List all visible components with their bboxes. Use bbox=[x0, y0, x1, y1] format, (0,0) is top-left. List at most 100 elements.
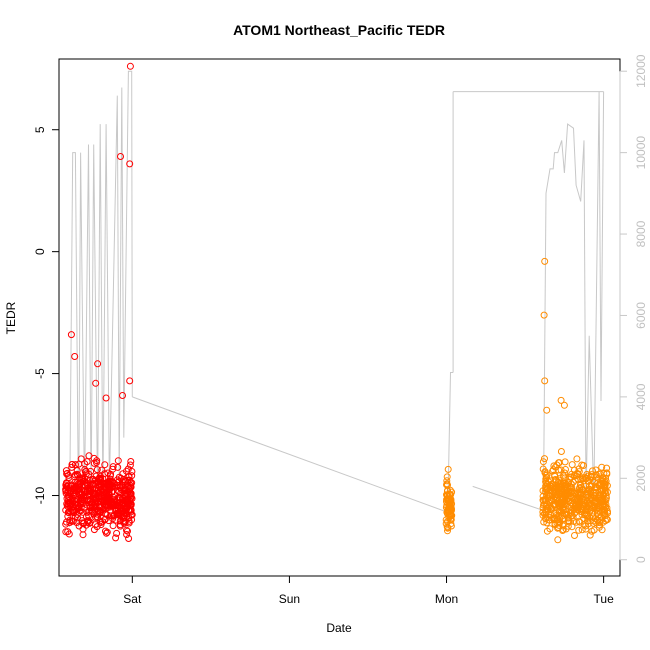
data-point bbox=[549, 466, 557, 474]
data-point bbox=[444, 524, 452, 532]
data-point bbox=[601, 517, 609, 525]
data-point bbox=[109, 522, 117, 530]
data-point bbox=[444, 527, 451, 535]
data-point bbox=[116, 484, 124, 492]
data-point bbox=[556, 474, 564, 482]
data-point bbox=[573, 455, 581, 463]
data-point bbox=[126, 461, 134, 469]
data-point bbox=[65, 530, 73, 538]
data-point bbox=[120, 491, 128, 499]
data-point bbox=[562, 484, 570, 492]
data-point bbox=[595, 511, 602, 519]
data-point bbox=[575, 468, 583, 476]
data-point bbox=[592, 471, 600, 479]
data-point bbox=[541, 455, 548, 463]
data-point bbox=[539, 497, 547, 505]
x-tick-label: Sat bbox=[123, 592, 142, 606]
data-point bbox=[79, 474, 87, 482]
data-point bbox=[125, 473, 133, 481]
data-point bbox=[577, 483, 585, 491]
data-point bbox=[109, 502, 117, 510]
data-point-outlier bbox=[102, 394, 110, 402]
series-tedr_seg1 bbox=[62, 62, 136, 542]
data-point bbox=[102, 529, 110, 537]
data-point bbox=[542, 478, 550, 486]
data-point bbox=[123, 531, 131, 538]
data-point bbox=[546, 525, 554, 533]
data-point bbox=[121, 518, 129, 525]
data-point bbox=[447, 522, 455, 530]
data-point bbox=[578, 526, 586, 534]
data-point-outlier bbox=[560, 401, 568, 409]
data-point bbox=[550, 462, 558, 470]
data-point bbox=[106, 484, 114, 492]
data-point bbox=[91, 489, 99, 497]
data-point bbox=[554, 536, 562, 544]
data-point bbox=[115, 488, 123, 496]
data-point bbox=[603, 470, 611, 478]
data-point bbox=[542, 497, 550, 505]
data-point bbox=[551, 471, 559, 479]
data-point bbox=[127, 511, 135, 519]
data-point bbox=[92, 503, 100, 510]
data-point bbox=[444, 496, 452, 504]
data-point bbox=[112, 501, 120, 509]
chart-title: ATOM1 Northeast_Pacific TEDR bbox=[233, 22, 445, 38]
data-point-outlier bbox=[117, 153, 124, 160]
data-point bbox=[67, 500, 75, 508]
data-point bbox=[601, 481, 609, 489]
data-point bbox=[556, 493, 564, 501]
series-tedr_seg2a bbox=[442, 465, 456, 535]
y2-tick-label: 6000 bbox=[634, 302, 648, 329]
y-tick-label: -5 bbox=[33, 368, 47, 379]
data-point bbox=[68, 482, 75, 490]
data-point bbox=[543, 519, 551, 527]
data-point bbox=[86, 490, 94, 498]
data-point bbox=[114, 457, 122, 465]
data-point bbox=[105, 517, 113, 525]
data-point bbox=[555, 519, 563, 527]
data-points-layer bbox=[62, 62, 611, 544]
y2-tick-label: 4000 bbox=[634, 383, 648, 410]
data-point bbox=[122, 487, 130, 495]
data-point bbox=[562, 466, 569, 473]
data-point-outlier bbox=[67, 331, 75, 339]
data-point-outlier bbox=[541, 257, 549, 265]
data-point bbox=[442, 516, 450, 524]
data-point bbox=[592, 483, 600, 491]
data-point bbox=[575, 465, 583, 473]
data-point bbox=[90, 454, 98, 462]
data-point bbox=[589, 476, 597, 484]
data-point bbox=[83, 517, 91, 525]
data-point bbox=[570, 509, 578, 517]
data-point bbox=[90, 526, 98, 534]
data-point bbox=[104, 469, 112, 477]
data-point bbox=[87, 507, 95, 515]
data-point bbox=[579, 474, 586, 482]
data-point bbox=[63, 470, 71, 478]
data-point bbox=[123, 490, 131, 498]
data-point bbox=[91, 501, 99, 509]
y-tick-label: 0 bbox=[33, 248, 47, 255]
x-axis-label: Date bbox=[326, 621, 352, 635]
data-point bbox=[73, 467, 81, 475]
data-point bbox=[554, 494, 561, 502]
data-point bbox=[125, 476, 133, 484]
data-point bbox=[444, 465, 452, 473]
data-point bbox=[602, 503, 609, 511]
data-point bbox=[64, 500, 72, 508]
data-point bbox=[547, 492, 555, 500]
data-point bbox=[125, 535, 133, 542]
data-point bbox=[543, 484, 551, 492]
data-point bbox=[62, 467, 70, 475]
data-point bbox=[96, 517, 104, 525]
data-point bbox=[443, 473, 451, 481]
data-point bbox=[558, 483, 565, 491]
data-point bbox=[63, 482, 71, 490]
data-point bbox=[80, 494, 88, 502]
data-point bbox=[70, 490, 78, 498]
data-point bbox=[127, 483, 135, 491]
data-point bbox=[570, 489, 578, 497]
data-point bbox=[96, 472, 104, 480]
